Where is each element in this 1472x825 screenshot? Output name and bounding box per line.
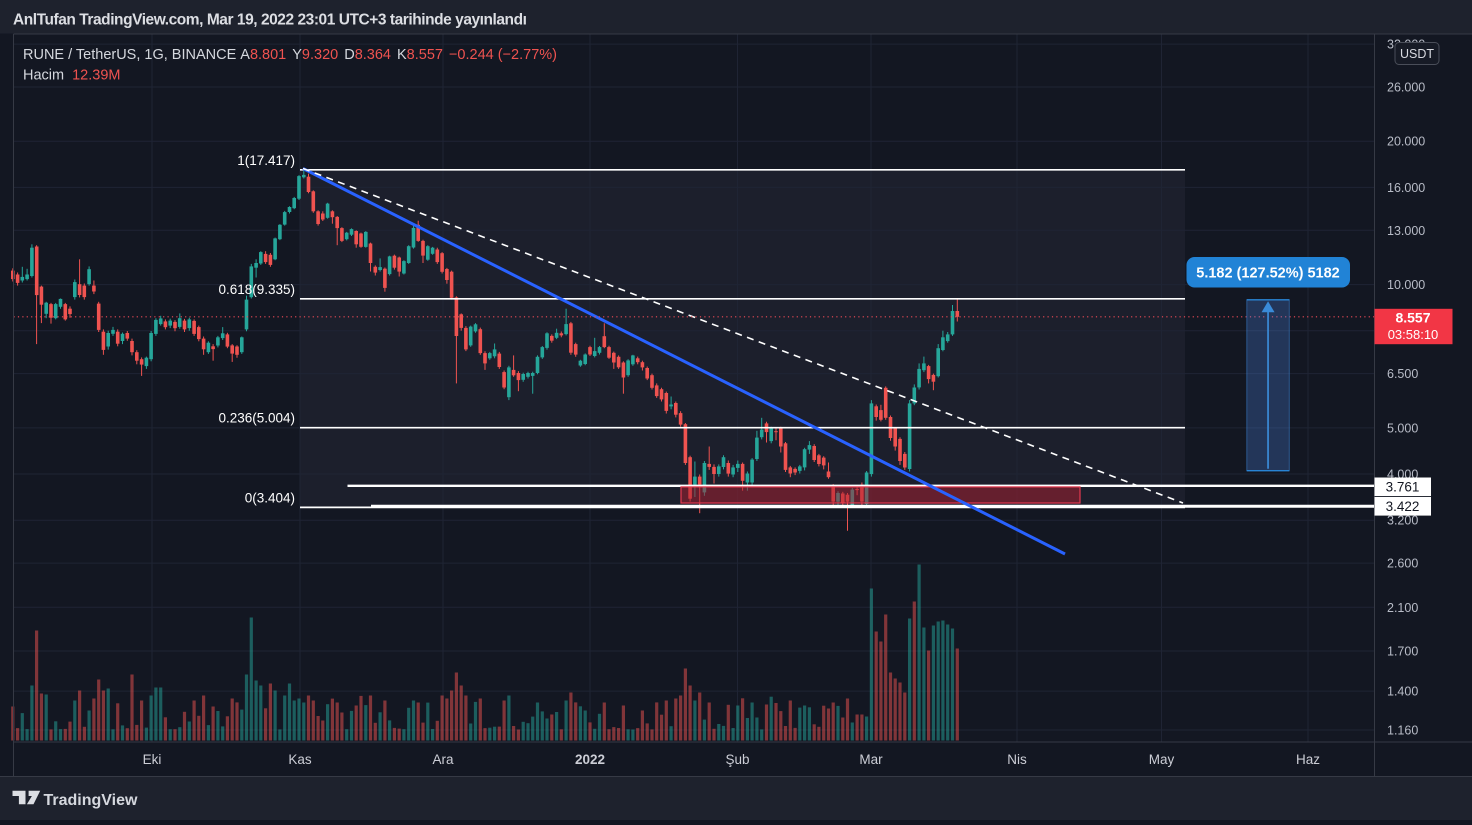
svg-text:10.000: 10.000 bbox=[1387, 278, 1425, 292]
svg-text:1.700: 1.700 bbox=[1387, 645, 1418, 659]
svg-text:0.236(5.004): 0.236(5.004) bbox=[218, 411, 295, 426]
svg-text:3.200: 3.200 bbox=[1387, 514, 1418, 528]
svg-text:16.000: 16.000 bbox=[1387, 181, 1425, 195]
svg-text:03:58:10: 03:58:10 bbox=[1388, 327, 1439, 342]
svg-text:6.500: 6.500 bbox=[1387, 367, 1418, 381]
svg-text:2022: 2022 bbox=[575, 752, 605, 767]
svg-text:Eki: Eki bbox=[143, 752, 162, 767]
svg-text:2.100: 2.100 bbox=[1387, 601, 1418, 615]
svg-text:Şub: Şub bbox=[725, 752, 749, 767]
svg-text:26.000: 26.000 bbox=[1387, 81, 1425, 95]
svg-text:AnlTufan TradingView.com, Mar: AnlTufan TradingView.com, Mar 19, 2022 2… bbox=[13, 12, 527, 29]
svg-text:1.160: 1.160 bbox=[1387, 724, 1418, 738]
svg-text:3.422: 3.422 bbox=[1386, 499, 1420, 514]
svg-text:8.557: 8.557 bbox=[1395, 310, 1430, 326]
svg-text:5.000: 5.000 bbox=[1387, 421, 1418, 435]
svg-text:Nis: Nis bbox=[1007, 752, 1027, 767]
svg-text:0.618(9.335): 0.618(9.335) bbox=[218, 282, 295, 297]
svg-text:13.000: 13.000 bbox=[1387, 224, 1425, 238]
svg-text:3.761: 3.761 bbox=[1386, 480, 1420, 495]
svg-text:5.182 (127.52%) 5182: 5.182 (127.52%) 5182 bbox=[1196, 266, 1340, 282]
svg-text:0(3.404): 0(3.404) bbox=[245, 490, 295, 505]
svg-text:USDT: USDT bbox=[1400, 47, 1434, 61]
svg-text:20.000: 20.000 bbox=[1387, 135, 1425, 149]
svg-text:TradingView: TradingView bbox=[44, 792, 139, 809]
svg-text:1(17.417): 1(17.417) bbox=[237, 153, 295, 168]
svg-text:2.600: 2.600 bbox=[1387, 557, 1418, 571]
svg-text:Kas: Kas bbox=[288, 752, 312, 767]
svg-text:Haz: Haz bbox=[1296, 752, 1320, 767]
svg-text:May: May bbox=[1149, 752, 1175, 767]
svg-text:1.400: 1.400 bbox=[1387, 685, 1418, 699]
svg-text:Mar: Mar bbox=[859, 752, 883, 767]
svg-text:Ara: Ara bbox=[432, 752, 454, 767]
